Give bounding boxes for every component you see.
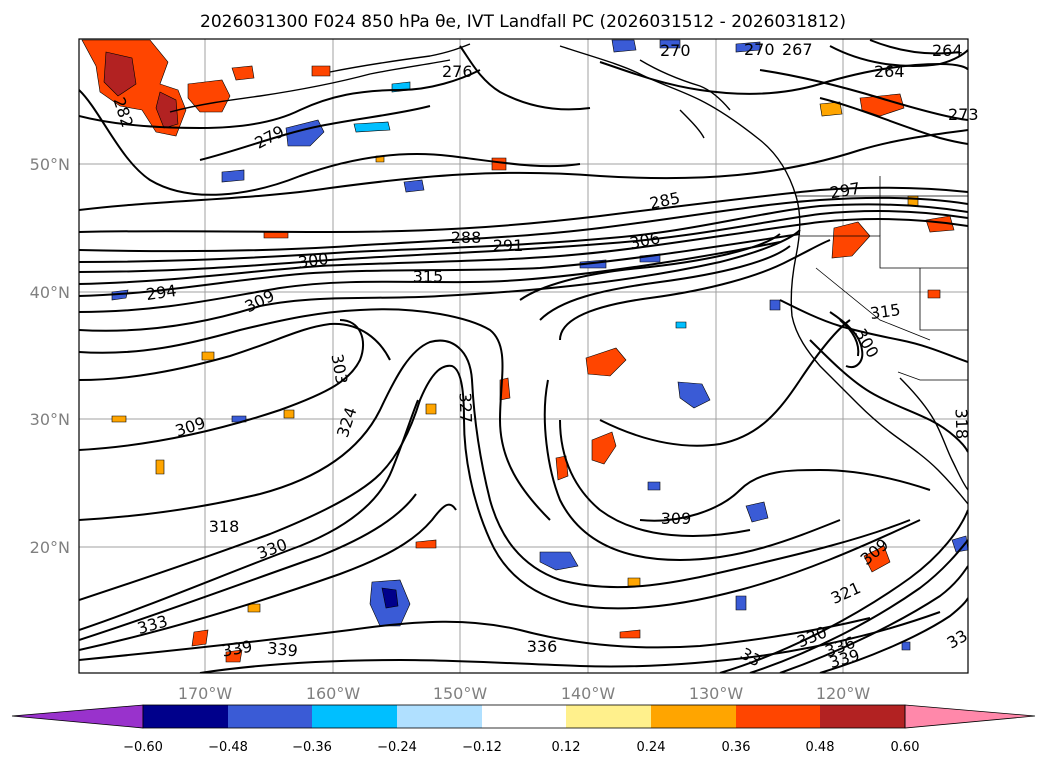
lat-tick-label: 40°N bbox=[30, 283, 70, 302]
lon-tick-label: 130°W bbox=[689, 684, 744, 703]
colorbar-swatch bbox=[228, 705, 312, 728]
figure-title: 2026031300 F024 850 hPa θe, IVT Landfall… bbox=[200, 12, 846, 32]
map-panel: 276 270 270 267 264 264 273 282 279 285 … bbox=[78, 38, 979, 674]
contour-label: 327 bbox=[455, 392, 475, 423]
contour-label: 264 bbox=[932, 41, 963, 60]
colorbar: −0.60 −0.48 −0.36 −0.24 −0.12 0.12 0.24 … bbox=[11, 704, 1036, 755]
contour-label: 315 bbox=[413, 267, 444, 286]
lon-tick-label: 140°W bbox=[561, 684, 616, 703]
positive-anomaly-patches bbox=[81, 39, 955, 663]
colorbar-swatch bbox=[143, 705, 228, 728]
lon-tick-label: 170°W bbox=[178, 684, 233, 703]
colorbar-tick-label: −0.60 bbox=[123, 740, 163, 755]
contour-label: 318 bbox=[951, 408, 971, 439]
longitude-labels: 170°W 160°W 150°W 140°W 130°W 120°W bbox=[178, 684, 871, 703]
colorbar-swatch bbox=[397, 705, 482, 728]
colorbar-swatch bbox=[482, 705, 566, 728]
contour-label: 300 bbox=[297, 249, 330, 272]
map-frame bbox=[78, 38, 969, 674]
colorbar-tick-label: 0.24 bbox=[637, 740, 666, 755]
contour-label: 270 bbox=[660, 41, 691, 60]
lat-tick-label: 20°N bbox=[30, 538, 70, 557]
contour-label: 336 bbox=[527, 637, 558, 656]
contour-label: 291 bbox=[493, 236, 524, 255]
colorbar-tick-label: −0.48 bbox=[208, 740, 248, 755]
lat-tick-label: 50°N bbox=[30, 155, 70, 174]
colorbar-tick-label: 0.60 bbox=[891, 740, 920, 755]
contour-label: 309 bbox=[661, 509, 692, 528]
colorbar-swatch bbox=[820, 705, 905, 728]
contour-label: 339 bbox=[266, 638, 298, 660]
lon-tick-label: 120°W bbox=[816, 684, 871, 703]
contour-label: 264 bbox=[874, 62, 905, 81]
contour-label: 315 bbox=[869, 300, 902, 323]
colorbar-tick-label: −0.36 bbox=[292, 740, 332, 755]
theta-e-contours bbox=[79, 39, 968, 673]
lon-tick-label: 150°W bbox=[433, 684, 488, 703]
contour-label: 276 bbox=[442, 62, 473, 81]
contour-label: 318 bbox=[209, 517, 240, 536]
colorbar-tick-label: 0.12 bbox=[552, 740, 581, 755]
colorbar-extend-high bbox=[904, 704, 1036, 729]
colorbar-tick-label: −0.24 bbox=[377, 740, 417, 755]
state-borders bbox=[796, 176, 968, 381]
colorbar-frame bbox=[142, 704, 906, 729]
colorbar-tick-label: −0.12 bbox=[462, 740, 502, 755]
colorbar-tick-label: 0.36 bbox=[722, 740, 751, 755]
contour-label: 270 bbox=[744, 40, 775, 59]
colorbar-tick-label: 0.48 bbox=[806, 740, 835, 755]
colorbar-swatch bbox=[312, 705, 397, 728]
colorbar-swatch bbox=[651, 705, 736, 728]
gridlines bbox=[79, 39, 968, 673]
contour-label: 294 bbox=[145, 281, 178, 304]
colorbar-swatch bbox=[736, 705, 820, 728]
contour-label: 267 bbox=[782, 40, 813, 59]
latitude-labels: 50°N 40°N 30°N 20°N bbox=[30, 155, 70, 557]
contour-label: 288 bbox=[451, 228, 482, 247]
contour-label: 273 bbox=[948, 105, 979, 124]
colorbar-swatch bbox=[566, 705, 651, 728]
lat-tick-label: 30°N bbox=[30, 410, 70, 429]
coastlines bbox=[169, 43, 968, 505]
lon-tick-label: 160°W bbox=[306, 684, 361, 703]
colorbar-extend-low bbox=[11, 704, 144, 729]
